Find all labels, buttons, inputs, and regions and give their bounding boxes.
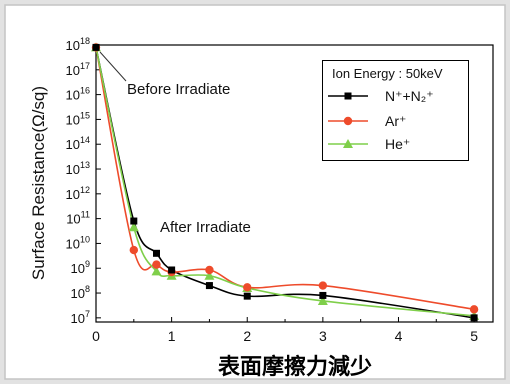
series-layer: [91, 42, 480, 322]
annotation-after-irradiate: After Irradiate: [160, 219, 251, 236]
series-1-point-5: [243, 283, 252, 292]
y-axis-label: Surface Resistance(Ω/sq): [29, 86, 48, 280]
legend-label-n: N⁺+N₂⁺: [385, 88, 434, 104]
series-1-point-4: [205, 265, 214, 275]
x-tick-label: 5: [470, 328, 478, 344]
annotation-leader-line: [99, 51, 127, 82]
legend-label-he: He⁺: [385, 136, 410, 152]
series-0-point-4: [205, 282, 213, 290]
x-tick-label: 0: [92, 328, 100, 344]
series-1-point-1: [129, 245, 139, 255]
series-1-point-6: [318, 281, 328, 290]
series-0-point-1: [130, 217, 138, 225]
series-1-point-7: [469, 305, 479, 314]
series-0-point-7: [470, 314, 478, 322]
series-2-line: [95, 47, 475, 317]
series-2-point-1: [128, 222, 139, 232]
series-2-point-2: [151, 266, 162, 276]
series-0-point-3: [168, 266, 176, 274]
legend-marker-circle: [343, 116, 353, 126]
chart-caption: 表面摩擦力減少: [218, 354, 372, 380]
x-tick-label: 3: [319, 328, 327, 344]
legend-marker-triangle: [343, 139, 353, 148]
series-1-point-2: [152, 260, 161, 269]
legend-marker-square: [344, 92, 352, 100]
x-tick-label: 1: [168, 328, 176, 344]
legend-label-ar: Ar⁺: [385, 113, 406, 129]
series-0-point-6: [319, 291, 327, 299]
annotation-before-irradiate: Before Irradiate: [127, 81, 230, 98]
series-0-point-5: [243, 292, 251, 300]
series-2-point-6: [317, 295, 328, 305]
series-0-point-0: [92, 43, 100, 51]
plot-frame: [95, 44, 494, 323]
x-tick-label: 4: [395, 328, 403, 344]
series-2-point-4: [204, 270, 215, 280]
series-0-point-2: [152, 249, 160, 257]
legend-title: Ion Energy : 50keV: [332, 66, 443, 81]
x-tick-label: 2: [243, 328, 251, 344]
legend: Ion Energy : 50keV N⁺+N₂⁺ Ar⁺ He⁺: [322, 60, 469, 161]
